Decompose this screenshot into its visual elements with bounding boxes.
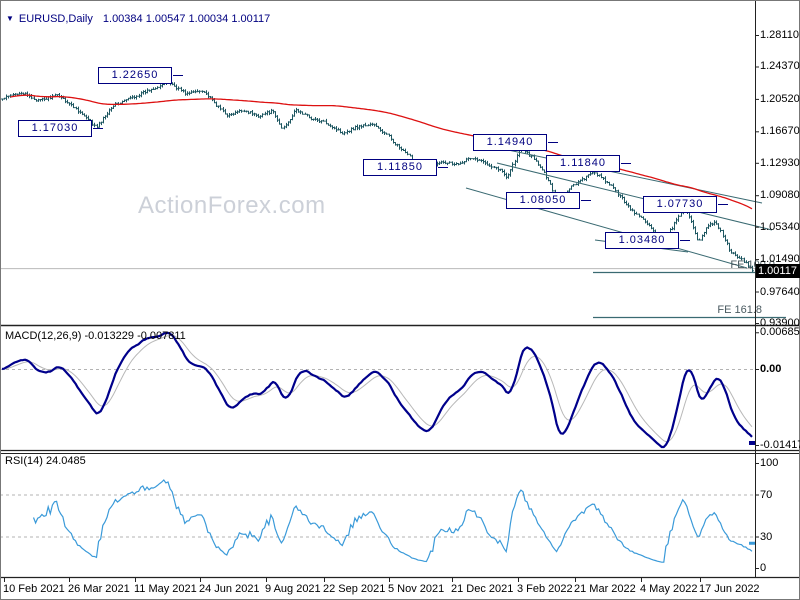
x-axis-date: 9 Aug 2021 [265,583,321,595]
x-axis-date: 21 Mar 2022 [574,583,636,595]
symbol-name: EURUSD,Daily [18,13,93,25]
x-axis-date: 21 Dec 2021 [451,583,514,595]
x-axis-date: 10 Feb 2021 [3,583,65,595]
y-axis-tick: 1.09080 [760,189,800,202]
x-axis-date: 22 Sep 2021 [323,583,386,595]
y-axis-tick: 0.93900 [760,317,800,329]
y-axis-tick: 0.97640 [760,285,800,298]
trendline[interactable] [496,162,773,231]
y-axis-tick: 1.20520 [760,92,800,105]
rsi-axis-tick: 70 [760,488,773,501]
price-annotation[interactable]: 1.08050 [506,192,580,209]
price-annotation[interactable]: 1.07730 [643,196,717,213]
symbol-marker-icon[interactable]: ▼ [6,14,14,23]
y-axis-tick: 1.24370 [760,60,800,73]
y-axis-tick: 1.01490 [760,253,800,266]
price-annotation[interactable]: 1.22650 [98,67,172,84]
x-axis-date: 5 Nov 2021 [388,583,445,595]
rsi-axis-tick: 100 [760,457,779,469]
macd-line [1,331,753,449]
y-axis-tick: 1.16670 [760,125,800,138]
y-axis-tick: 1.12930 [760,156,800,169]
price-annotation[interactable]: 1.14940 [473,134,547,151]
x-axis-date: 11 May 2021 [134,583,197,595]
macd-signal-line [1,334,753,443]
y-axis-tick: 1.05340 [760,220,800,233]
x-axis-date: 4 May 2022 [640,583,698,595]
x-axis-date: 26 Mar 2021 [68,583,130,595]
macd-axis-tick: 0.00685 [760,326,800,339]
rsi-indicator-label: RSI(14) 24.0485 [5,455,86,467]
macd-axis-tick: 0.00 [760,363,782,375]
price-annotation[interactable]: 1.03480 [605,232,679,249]
x-axis-date: 17 Jun 2022 [699,583,760,595]
price-annotation[interactable]: 1.17030 [18,120,92,137]
ohlc-quote: 1.00384 1.00547 1.00034 1.00117 [102,13,271,25]
x-axis-date: 3 Feb 2022 [517,583,573,595]
macd-axis-tick: -0.014176 [760,439,800,451]
rsi-axis-tick: 0 [760,562,767,574]
macd-current-marker [749,440,756,445]
price-annotation[interactable]: 1.11850 [363,159,437,176]
rsi-axis-tick: 30 [760,530,773,543]
price-annotation[interactable]: 1.11840 [546,155,620,172]
rsi-current-marker [749,541,756,545]
watermark: ActionForex.com [138,192,326,219]
macd-indicator-label: MACD(12,26,9) -0.013229 -0.007811 [5,330,186,342]
rsi-line [32,479,753,563]
moving-average-line [10,94,753,210]
chart-title: ▼ EURUSD,Daily 1.00384 1.00547 1.00034 1.0… [6,13,270,26]
current-price-badge: 1.00117 [756,264,800,278]
fibonacci-expansion-label[interactable]: FE 161.8 [717,304,762,316]
x-axis-date: 24 Jun 2021 [199,583,260,595]
y-axis-tick: 1.28110 [760,29,799,41]
